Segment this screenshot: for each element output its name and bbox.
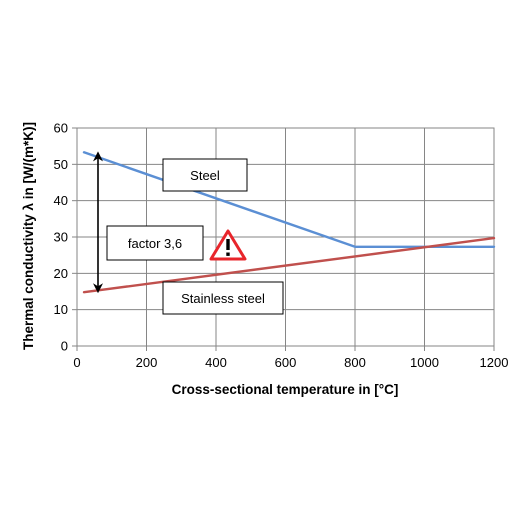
stainless-annotation-label: Stainless steel <box>181 291 265 306</box>
y-tick-label: 20 <box>54 266 68 281</box>
series-lines <box>82 151 496 294</box>
x-tick-label: 200 <box>136 355 158 370</box>
stainless-annotation: Stainless steel <box>162 281 284 315</box>
x-tick-label: 1000 <box>410 355 439 370</box>
x-tick-label: 0 <box>73 355 80 370</box>
y-tick-label: 60 <box>54 121 68 136</box>
steel-annotation-label: Steel <box>190 168 220 183</box>
warning-exclamation-dot <box>226 252 230 256</box>
warning-exclamation-bar <box>226 239 230 250</box>
factor-annotation-box <box>106 225 204 261</box>
y-tick-label: 10 <box>54 302 68 317</box>
y-tick-label: 30 <box>54 230 68 245</box>
y-tick-label: 40 <box>54 193 68 208</box>
y-tick-label: 0 <box>61 339 68 354</box>
x-tick-label: 400 <box>205 355 227 370</box>
stainless-steel-series-line <box>82 236 496 294</box>
x-tick-label: 800 <box>344 355 366 370</box>
steel-annotation-box <box>162 158 248 192</box>
x-axis-title: Cross-sectional temperature in [°C] <box>172 382 399 397</box>
factor-annotation: factor 3,6 <box>106 225 204 261</box>
warning-triangle-icon <box>209 229 247 261</box>
stainless-annotation-box <box>162 281 284 315</box>
y-axis-title: Thermal conductivity λ in [W/(m*K)] <box>21 122 36 350</box>
factor-annotation-label: factor 3,6 <box>128 236 182 251</box>
x-tick-label: 600 <box>275 355 297 370</box>
steel-annotation: Steel <box>162 158 248 192</box>
x-tick-label: 1200 <box>480 355 509 370</box>
y-tick-label: 50 <box>54 157 68 172</box>
